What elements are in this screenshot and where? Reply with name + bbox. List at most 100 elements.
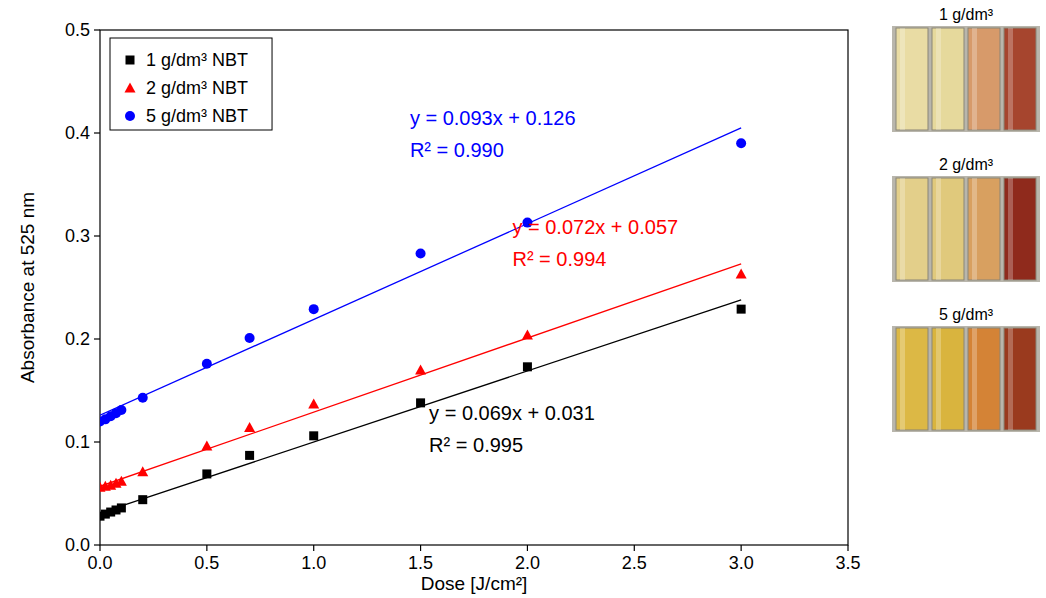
cuvette: [896, 328, 928, 430]
x-tick-label: 0.0: [87, 553, 112, 573]
x-tick-label: 1.0: [301, 553, 326, 573]
data-point: [416, 398, 425, 407]
y-tick: [94, 338, 100, 339]
y-tick-label: 0.4: [65, 123, 90, 143]
legend-label: 2 g/dm³ NBT: [146, 78, 248, 98]
photo-background: [892, 326, 1040, 432]
data-point: [308, 398, 319, 408]
data-point: [415, 364, 426, 374]
cuvette: [896, 28, 928, 130]
cuvette-highlight: [900, 28, 905, 130]
data-point: [737, 305, 746, 314]
y-tick-label: 0.1: [65, 432, 90, 452]
data-point: [137, 466, 148, 476]
photo-label: 5 g/dm³: [939, 306, 994, 323]
y-tick: [94, 235, 100, 236]
photo-background: [892, 176, 1040, 282]
legend-box: [110, 38, 272, 130]
cuvette-highlight: [900, 328, 905, 430]
data-point: [416, 249, 426, 259]
fit-line: [100, 300, 741, 513]
cuvette: [968, 28, 1000, 130]
x-tick: [847, 545, 848, 551]
data-point: [202, 469, 211, 478]
y-tick-label: 0.5: [65, 20, 90, 40]
cuvette-highlight: [972, 28, 977, 130]
legend-label: 5 g/dm³ NBT: [146, 106, 248, 126]
plot-frame: [100, 30, 848, 545]
data-point: [736, 138, 746, 148]
x-tick-label: 3.5: [835, 553, 860, 573]
data-point: [245, 333, 255, 343]
fit-equation: y = 0.069x + 0.031: [429, 402, 595, 424]
cuvette-highlight: [936, 28, 941, 130]
y-tick-label: 0.2: [65, 329, 90, 349]
legend: 1 g/dm³ NBT 2 g/dm³ NBT 5 g/dm³ NBT: [110, 38, 272, 130]
cuvette: [1004, 28, 1036, 130]
cuvette-highlight: [1008, 28, 1013, 130]
y-tick: [94, 29, 100, 30]
x-axis-title: Dose [J/cm²]: [421, 573, 528, 594]
x-tick: [527, 545, 528, 551]
data-point: [138, 393, 148, 403]
cuvette-highlight: [972, 328, 977, 430]
cuvette: [932, 28, 964, 130]
data-point: [201, 441, 212, 451]
y-tick-label: 0.3: [65, 226, 90, 246]
y-axis-title: Absorbance at 525 nm: [17, 192, 38, 383]
x-tick: [634, 545, 635, 551]
y-tick: [94, 132, 100, 133]
cuvette: [968, 178, 1000, 280]
data-point: [309, 304, 319, 314]
data-point: [138, 495, 147, 504]
cuvette-highlight: [1008, 328, 1013, 430]
x-tick: [420, 545, 421, 551]
x-tick-label: 2.0: [515, 553, 540, 573]
cuvette: [968, 328, 1000, 430]
cuvette-highlight: [900, 178, 905, 280]
x-tick: [313, 545, 314, 551]
cuvette-highlight: [972, 178, 977, 280]
data-point: [244, 422, 255, 432]
cuvette: [932, 328, 964, 430]
y-tick-label: 0.0: [65, 535, 90, 555]
cuvette-highlight: [936, 328, 941, 430]
fit-equation: y = 0.072x + 0.057: [512, 216, 678, 238]
legend-marker: [125, 111, 135, 121]
x-tick-label: 1.5: [408, 553, 433, 573]
photo-label: 1 g/dm³: [939, 6, 994, 23]
x-tick: [206, 545, 207, 551]
chart: 0.0 0.5 1.0 1.5 2.0 2.5 3.0 3.5 0.0 0.1 0.2 0.3 0.4 0…: [0, 0, 1046, 598]
data-point: [245, 451, 254, 460]
x-tick-label: 2.5: [622, 553, 647, 573]
data-point: [736, 269, 747, 279]
cuvette: [1004, 178, 1036, 280]
fit-r2: R² = 0.990: [410, 139, 504, 161]
fit-equation: y = 0.093x + 0.126: [410, 107, 576, 129]
cuvette: [1004, 328, 1036, 430]
y-tick: [94, 544, 100, 545]
x-tick-label: 0.5: [194, 553, 219, 573]
data-point: [309, 431, 318, 440]
fit-line: [100, 264, 741, 486]
cuvette-highlight: [936, 178, 941, 280]
cuvette-highlight: [1008, 178, 1013, 280]
data-point: [117, 503, 126, 512]
legend-label: 1 g/dm³ NBT: [146, 50, 248, 70]
data-point: [116, 405, 126, 415]
x-tick: [99, 545, 100, 551]
photo-background: [892, 26, 1040, 132]
data-point: [522, 329, 533, 339]
cuvette: [932, 178, 964, 280]
y-tick: [94, 441, 100, 442]
data-point: [116, 476, 127, 486]
x-tick: [741, 545, 742, 551]
fit-r2: R² = 0.995: [429, 434, 523, 456]
data-point: [523, 362, 532, 371]
fit-line: [100, 128, 741, 415]
fit-r2: R² = 0.994: [512, 248, 606, 270]
plot-marks: [100, 128, 747, 521]
data-point: [202, 359, 212, 369]
x-tick-label: 3.0: [729, 553, 754, 573]
legend-marker: [125, 83, 136, 93]
